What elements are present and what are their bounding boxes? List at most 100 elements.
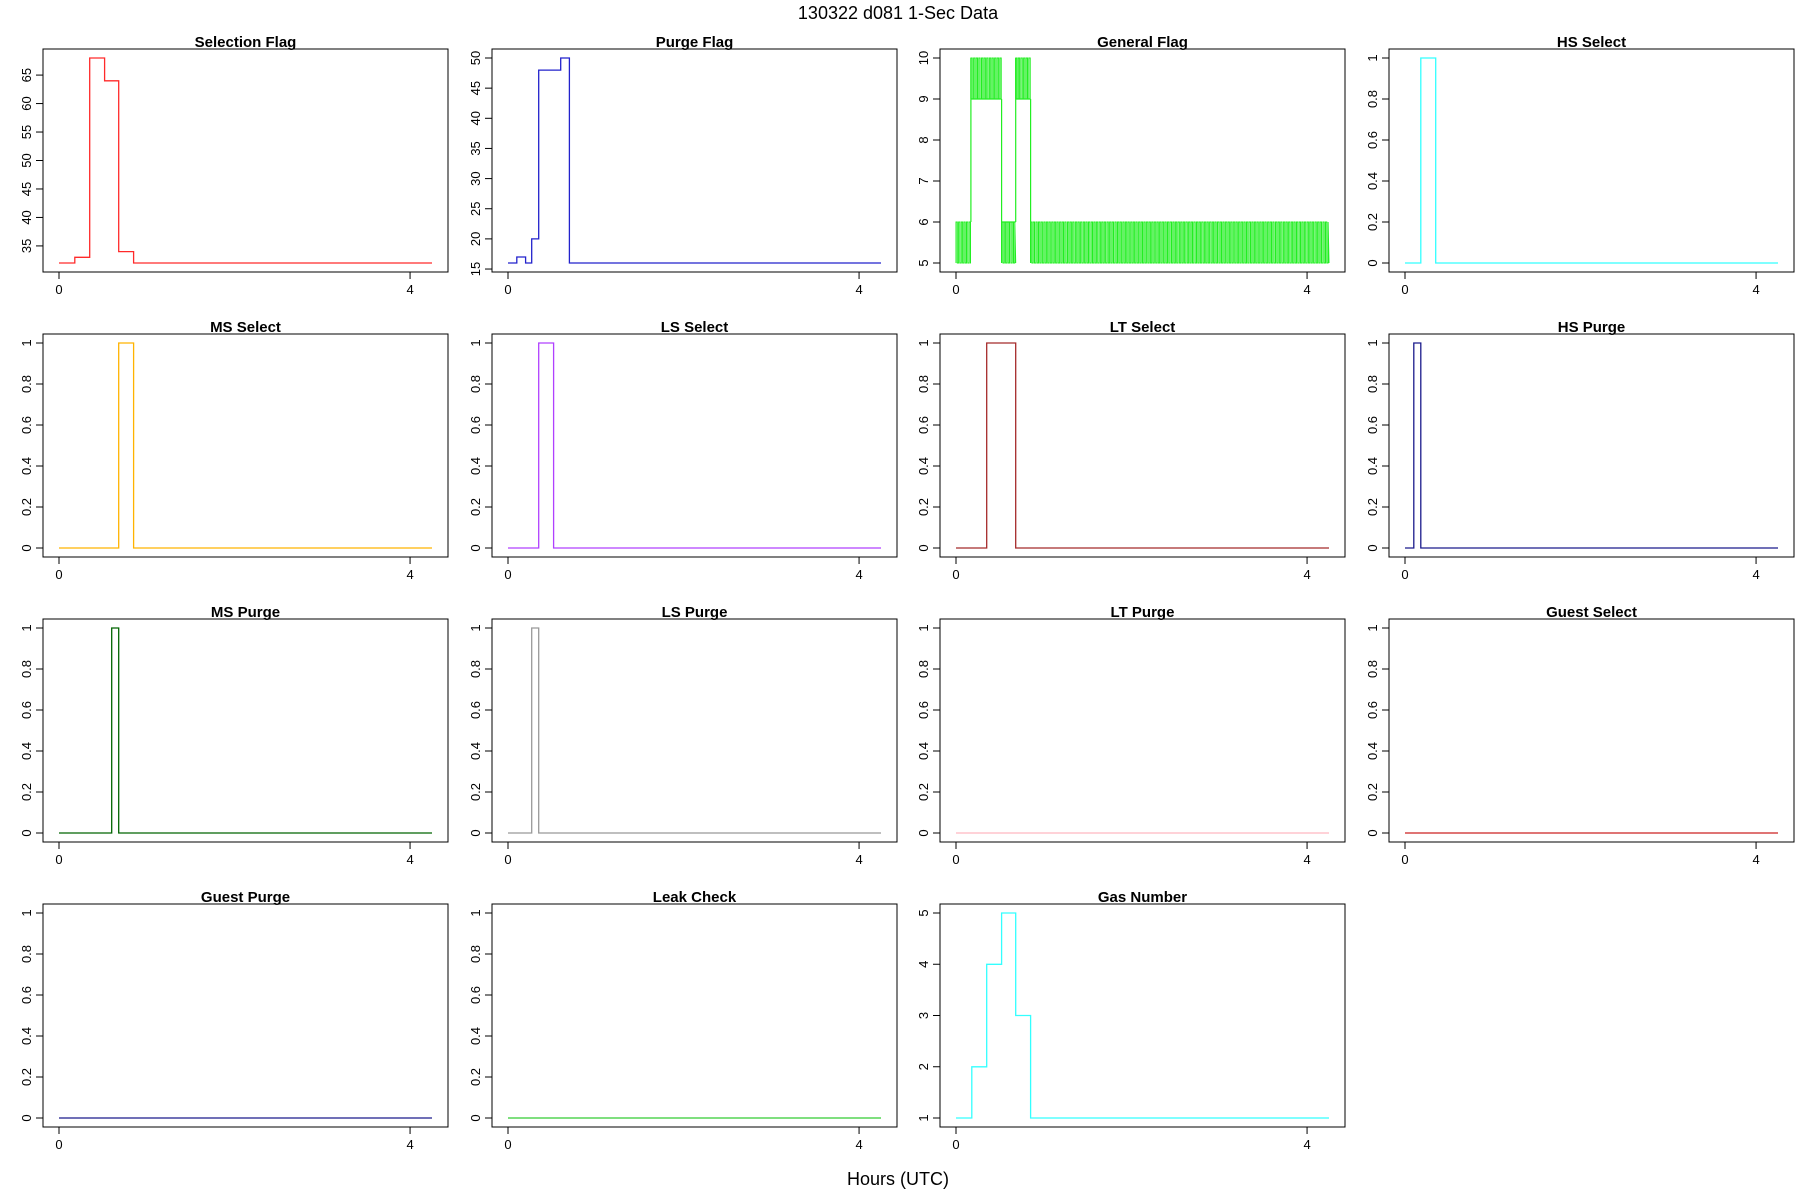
y-tick-label: 0.6: [468, 701, 483, 719]
panel-1: Purge Flag 15 20 25 30 35 40 45 50 0 4: [468, 34, 898, 297]
series-line-transitions: [970, 58, 1032, 263]
x-tick-label: 4: [1303, 282, 1310, 297]
panel-frame: [491, 333, 898, 558]
panel-title: Selection Flag: [195, 34, 297, 51]
panel-frame: [491, 618, 898, 843]
x-tick-label: 4: [1303, 567, 1310, 582]
y-tick-label: 1: [1365, 624, 1380, 631]
series-line: [955, 57, 1330, 264]
y-tick-label: 0.2: [1365, 783, 1380, 801]
y-tick-label: 0.4: [1365, 172, 1380, 190]
y-tick-label: 5: [916, 909, 931, 916]
panel-title: LT Select: [1110, 319, 1176, 336]
y-tick-label: 0.4: [19, 742, 34, 760]
y-tick-label: 0.8: [19, 375, 34, 393]
panel-frame: [939, 903, 1346, 1128]
panel-frame: [939, 618, 1346, 843]
panel-frame: [491, 48, 898, 273]
x-tick-label: 4: [855, 1137, 862, 1152]
x-tick-label: 0: [1401, 852, 1408, 867]
y-tick-label: 0.8: [916, 660, 931, 678]
x-tick-label: 0: [1401, 282, 1408, 297]
x-tick-label: 4: [855, 567, 862, 582]
series-line: [508, 627, 881, 834]
y-tick-label: 0: [916, 829, 931, 836]
y-tick-label: 0: [916, 544, 931, 551]
y-tick-label: 45: [19, 182, 34, 196]
y-tick-label: 55: [19, 125, 34, 139]
panel-frame: [42, 903, 449, 1128]
y-tick-label: 1: [916, 624, 931, 631]
y-tick-label: 0.2: [19, 498, 34, 516]
y-tick-label: 35: [19, 239, 34, 253]
y-tick-label: 1: [916, 1114, 931, 1121]
x-tick-label: 0: [952, 567, 959, 582]
y-tick-label: 0.6: [916, 416, 931, 434]
series-line: [59, 342, 432, 549]
figure-x-axis-label: Hours (UTC): [847, 1169, 949, 1189]
y-tick-label: 0.6: [916, 701, 931, 719]
panel-frame: [1388, 618, 1795, 843]
panel-6: LT Select 0 0.2 0.4 0.6 0.8 1 0 4: [916, 319, 1346, 582]
y-tick-label: 0: [19, 544, 34, 551]
y-tick-label: 0.6: [1365, 131, 1380, 149]
y-tick-label: 0.6: [468, 416, 483, 434]
x-tick-label: 0: [504, 1137, 511, 1152]
y-tick-label: 0.6: [1365, 416, 1380, 434]
y-tick-label: 1: [19, 339, 34, 346]
x-tick-label: 4: [406, 1137, 413, 1152]
panel-title: Purge Flag: [656, 34, 734, 51]
panel-0: Selection Flag 35 40 45 50 55 60 65 0 4: [19, 34, 449, 297]
y-tick-label: 0.2: [916, 498, 931, 516]
x-tick-label: 0: [952, 852, 959, 867]
panel-title: LT Purge: [1111, 604, 1175, 621]
y-tick-label: 1: [468, 624, 483, 631]
y-tick-label: 0.4: [19, 457, 34, 475]
x-tick-label: 4: [1752, 852, 1759, 867]
y-tick-label: 0.8: [19, 945, 34, 963]
series-line: [1405, 342, 1778, 549]
y-tick-label: 0.4: [1365, 742, 1380, 760]
y-tick-label: 2: [916, 1063, 931, 1070]
y-tick-label: 7: [916, 177, 931, 184]
panel-12: Guest Purge 0 0.2 0.4 0.6 0.8 1 0 4: [19, 889, 449, 1152]
y-tick-label: 5: [916, 259, 931, 266]
y-tick-label: 0: [468, 829, 483, 836]
y-tick-label: 20: [468, 232, 483, 246]
y-tick-label: 0.4: [468, 1027, 483, 1045]
panel-8: MS Purge 0 0.2 0.4 0.6 0.8 1 0 4: [19, 604, 449, 867]
y-tick-label: 0.8: [19, 660, 34, 678]
y-tick-label: 1: [468, 909, 483, 916]
series-line: [508, 57, 881, 264]
x-tick-label: 4: [855, 852, 862, 867]
y-tick-label: 60: [19, 96, 34, 110]
panel-13: Leak Check 0 0.2 0.4 0.6 0.8 1 0 4: [468, 889, 898, 1152]
panel-3: HS Select 0 0.2 0.4 0.6 0.8 1 0 4: [1365, 34, 1795, 297]
y-tick-label: 0: [468, 544, 483, 551]
panel-frame: [42, 333, 449, 558]
panel-title: HS Select: [1557, 34, 1626, 51]
y-tick-label: 1: [1365, 339, 1380, 346]
panel-5: LS Select 0 0.2 0.4 0.6 0.8 1 0 4: [468, 319, 898, 582]
panel-title: LS Purge: [662, 604, 728, 621]
panel-title: Guest Select: [1546, 604, 1637, 621]
series-line: [956, 912, 1329, 1119]
y-tick-label: 0: [19, 1114, 34, 1121]
y-tick-label: 1: [19, 909, 34, 916]
y-tick-label: 0.2: [19, 1068, 34, 1086]
x-tick-label: 0: [952, 282, 959, 297]
y-tick-label: 0: [1365, 544, 1380, 551]
y-tick-label: 65: [19, 68, 34, 82]
panel-title: LS Select: [661, 319, 729, 336]
panel-frame: [1388, 48, 1795, 273]
x-tick-label: 0: [55, 852, 62, 867]
y-tick-label: 10: [916, 51, 931, 65]
x-tick-label: 0: [952, 1137, 959, 1152]
panel-7: HS Purge 0 0.2 0.4 0.6 0.8 1 0 4: [1365, 319, 1795, 582]
series-line: [956, 342, 1329, 549]
y-tick-label: 40: [468, 111, 483, 125]
panel-title: General Flag: [1097, 34, 1188, 51]
x-tick-label: 4: [855, 282, 862, 297]
